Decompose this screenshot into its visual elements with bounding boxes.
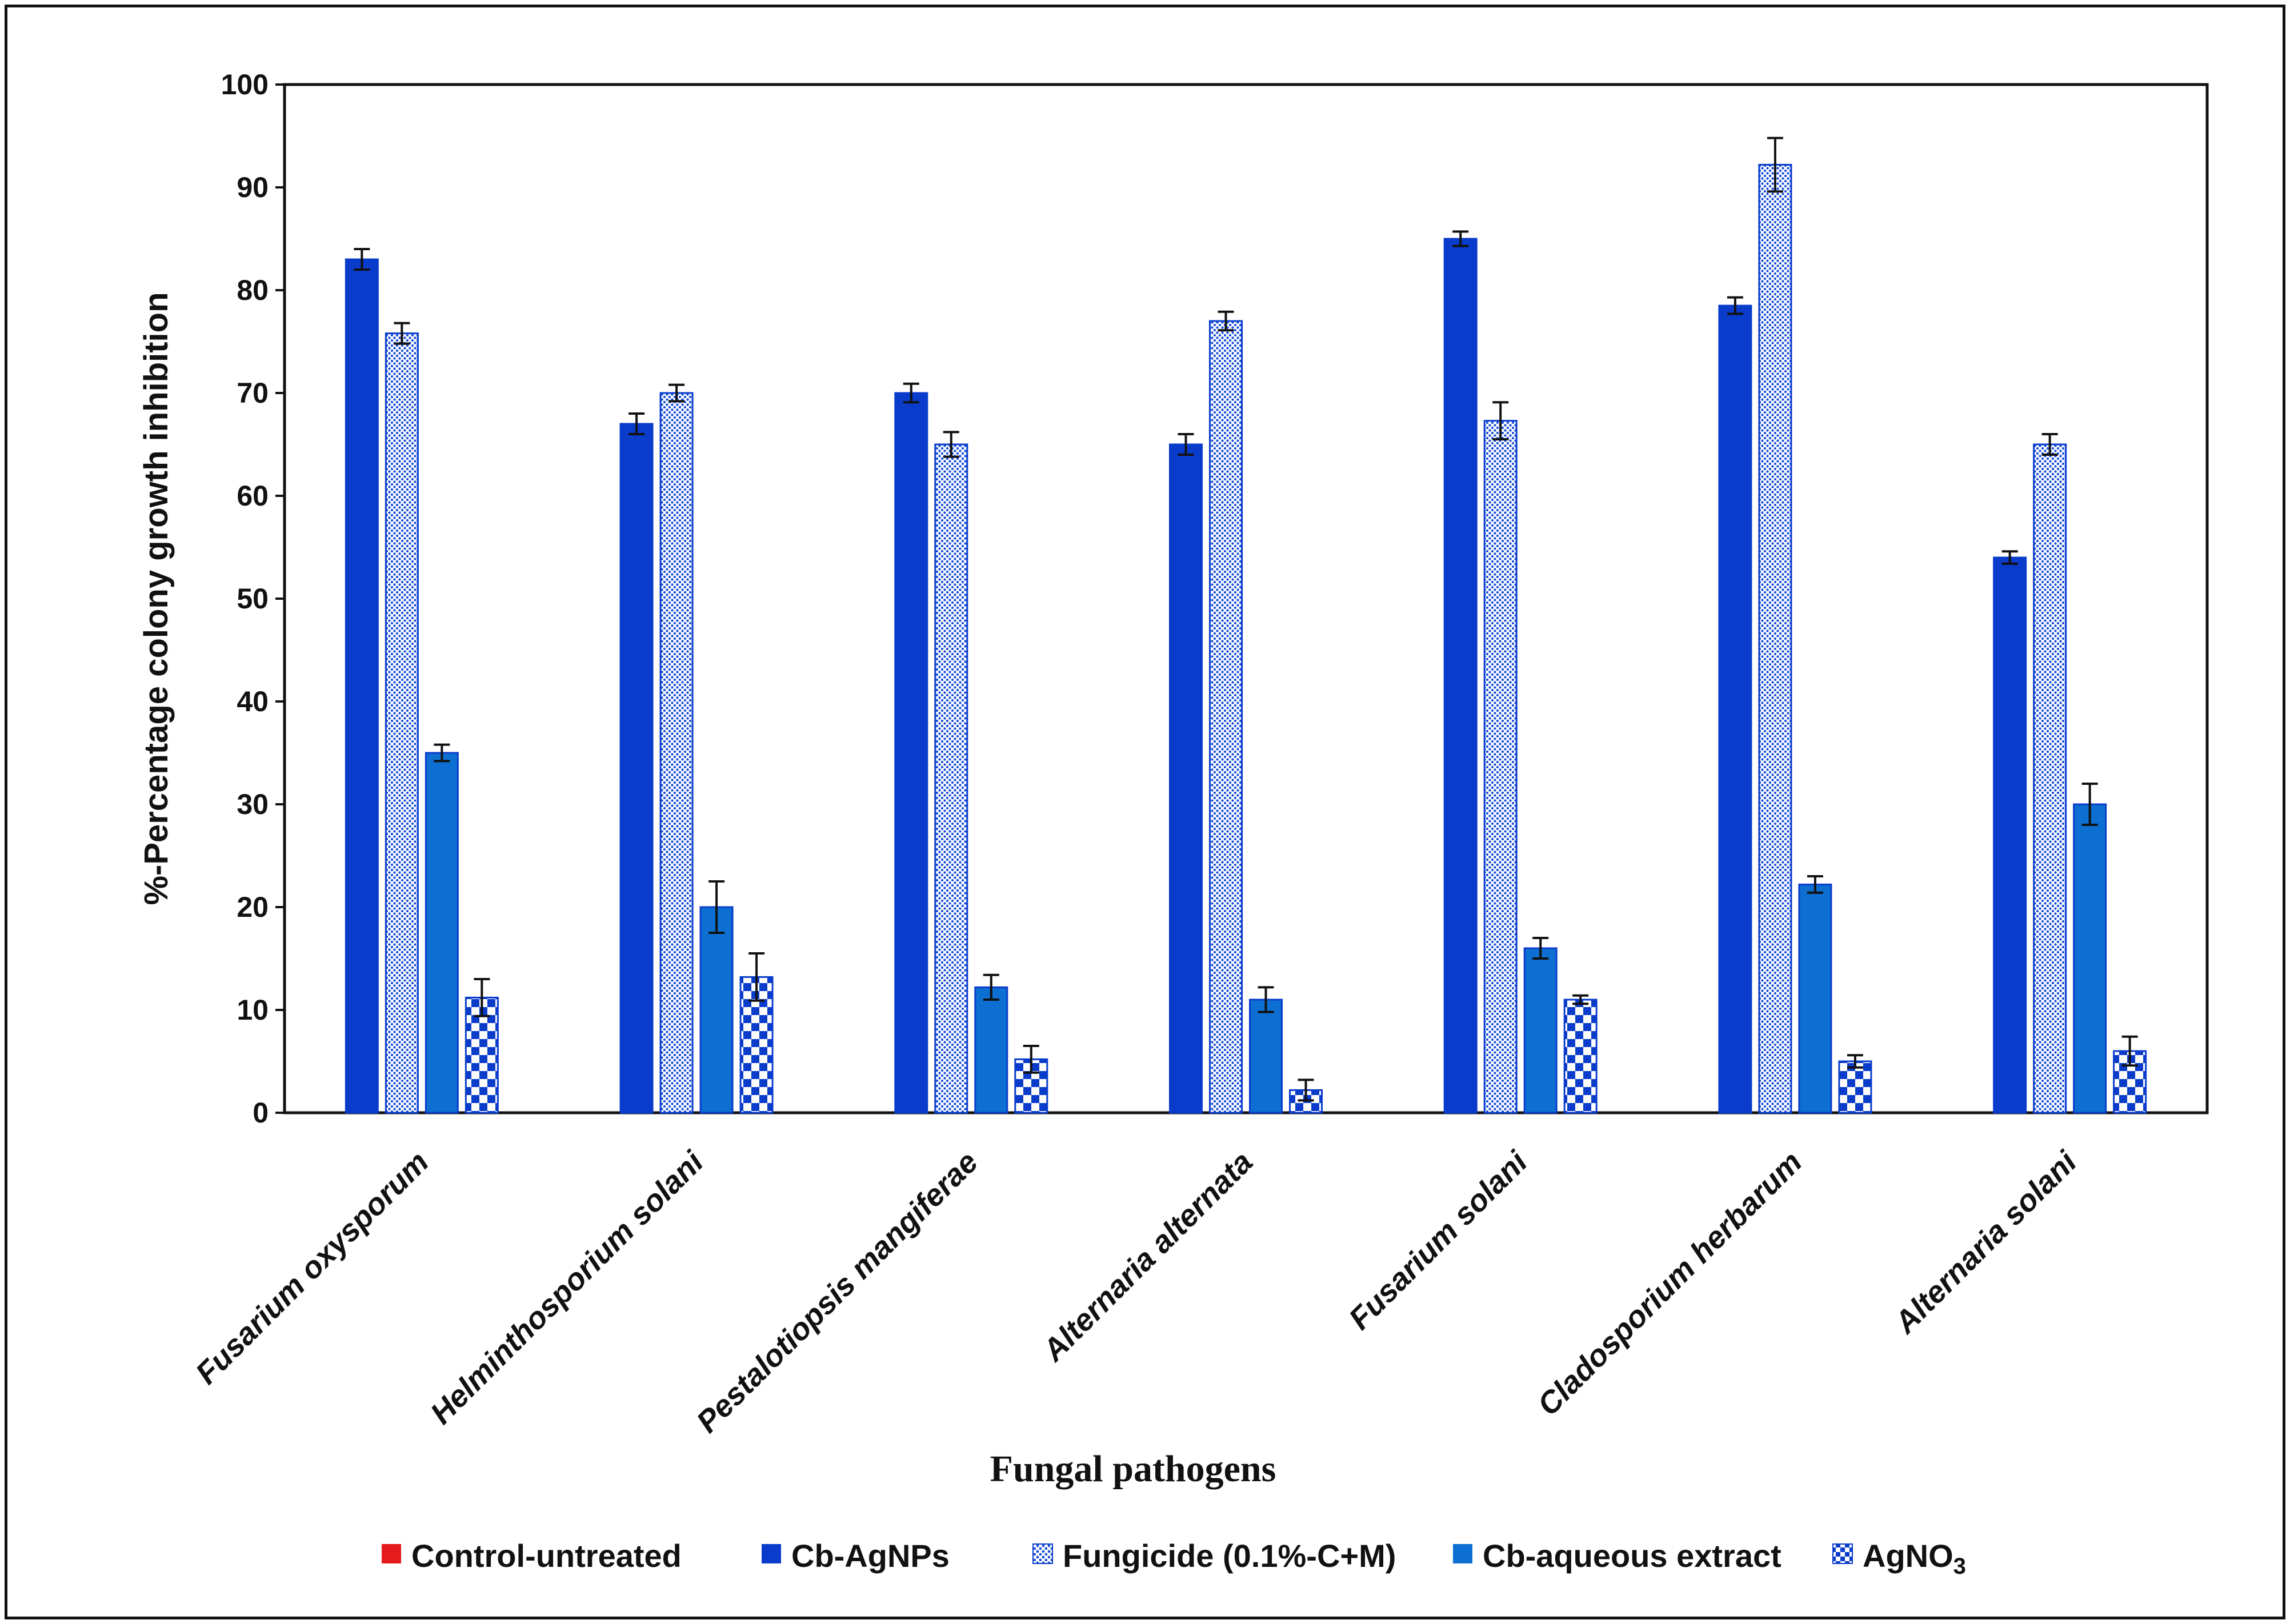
legend-label: Fungicide (0.1%-C+M) xyxy=(1063,1538,1396,1574)
bar-cb-agnps-3 xyxy=(894,392,928,1114)
y-tick-label: 70 xyxy=(237,377,269,409)
error-bar xyxy=(1298,1078,1314,1102)
error-bar xyxy=(474,978,490,1017)
y-tick-label: 80 xyxy=(237,274,269,306)
bar-fungicide-0-1-c-m--3 xyxy=(934,443,968,1114)
legend-item: Cb-aqueous extract xyxy=(1453,1538,1781,1574)
error-bar xyxy=(943,431,959,458)
figure-frame: 0 10 20 30 40 50 60 70 80 90 100 Fusarium oxysporu… xyxy=(5,5,2285,1619)
bar-cb-agnps-6 xyxy=(1718,304,1752,1114)
legend-label: Cb-AgNPs xyxy=(791,1538,950,1574)
error-bar xyxy=(2041,433,2058,456)
bar-cb-aqueous-extract-6 xyxy=(1798,883,1832,1114)
legend-swatch xyxy=(1832,1543,1853,1564)
error-bar xyxy=(628,412,645,435)
bar-agno3-6 xyxy=(1838,1060,1872,1114)
y-tick-label: 60 xyxy=(237,480,269,512)
legend-item: Cb-AgNPs xyxy=(762,1538,950,1574)
bar-cb-aqueous-extract-7 xyxy=(2073,803,2107,1114)
error-bar xyxy=(1767,137,1783,193)
bar-agno3-5 xyxy=(1563,999,1598,1114)
bar-cb-aqueous-extract-1 xyxy=(425,752,459,1114)
legend-item: AgNO3 xyxy=(1832,1538,1966,1579)
legend-swatch xyxy=(1032,1543,1053,1564)
bar-cb-agnps-1 xyxy=(345,258,379,1114)
bar-cb-agnps-7 xyxy=(1993,556,2027,1114)
bar-cb-aqueous-extract-3 xyxy=(974,986,1008,1114)
error-bar xyxy=(1178,433,1194,456)
error-bar xyxy=(1847,1054,1863,1069)
bar-fungicide-0-1-c-m--7 xyxy=(2033,443,2067,1114)
x-tick-label: Helminthosporium solani xyxy=(424,1144,710,1430)
y-axis-title: %-Percentage colony growth inhibition xyxy=(138,292,175,905)
y-tick-label: 10 xyxy=(237,994,269,1026)
x-tick-label: Cladosporium herbarum xyxy=(1531,1145,1809,1422)
error-bar xyxy=(2121,1035,2138,1067)
legend-label: Cb-aqueous extract xyxy=(1483,1538,1781,1574)
y-tick-label: 100 xyxy=(221,69,269,101)
y-tick-label: 20 xyxy=(237,891,269,923)
plot-area xyxy=(283,83,2209,1114)
legend: Control-untreated Cb-AgNPs Fungicide (0.1%… xyxy=(382,1538,1966,1579)
error-bar xyxy=(354,248,370,271)
x-tick-label: Alternaria solani xyxy=(1887,1144,2084,1341)
bar-fungicide-0-1-c-m--5 xyxy=(1483,420,1518,1114)
y-tick-label: 30 xyxy=(237,788,269,820)
error-bar xyxy=(668,383,685,403)
x-axis-title: Fungal pathogens xyxy=(990,1448,1276,1490)
error-bar xyxy=(748,952,765,1002)
error-bar xyxy=(394,322,410,345)
error-bar xyxy=(1532,937,1549,960)
legend-swatch xyxy=(1453,1544,1472,1563)
legend-label: AgNO3 xyxy=(1863,1538,1966,1579)
legend-swatch xyxy=(382,1544,401,1563)
bar-cb-agnps-2 xyxy=(619,423,654,1114)
error-bar xyxy=(1023,1045,1039,1074)
bar-fungicide-0-1-c-m--4 xyxy=(1209,320,1243,1114)
error-bar xyxy=(1492,401,1509,440)
bar-chart: 0 10 20 30 40 50 60 70 80 90 100 Fusarium oxysporu… xyxy=(138,69,2209,1579)
bar-cb-aqueous-extract-4 xyxy=(1249,999,1283,1114)
bar-fungicide-0-1-c-m--6 xyxy=(1758,163,1792,1114)
error-bars-group xyxy=(354,137,2138,1102)
error-bar xyxy=(1452,230,1469,247)
y-tick-label: 0 xyxy=(253,1097,269,1129)
bar-series-group xyxy=(345,163,2147,1114)
error-bar xyxy=(434,743,450,763)
y-tick-label: 50 xyxy=(237,583,269,615)
bar-fungicide-0-1-c-m--1 xyxy=(385,332,419,1114)
y-axis: 0 10 20 30 40 50 60 70 80 90 100 xyxy=(221,69,285,1129)
x-tick-label: Fusarium solani xyxy=(1342,1144,1534,1336)
error-bar xyxy=(903,382,919,404)
legend-item: Fungicide (0.1%-C+M) xyxy=(1032,1538,1396,1574)
bar-fungicide-0-1-c-m--2 xyxy=(659,392,694,1114)
bar-cb-agnps-5 xyxy=(1443,238,1478,1114)
error-bar xyxy=(1727,296,1743,315)
bar-cb-aqueous-extract-2 xyxy=(699,906,734,1114)
error-bar xyxy=(983,973,999,1001)
bar-cb-agnps-4 xyxy=(1169,443,1203,1114)
error-bar xyxy=(2001,550,2018,565)
x-tick-label: Alternaria alternata xyxy=(1035,1145,1259,1369)
y-tick-label: 40 xyxy=(237,685,269,717)
y-tick-label: 90 xyxy=(237,171,269,203)
error-bar xyxy=(708,880,725,934)
error-bar xyxy=(1807,875,1823,894)
error-bar xyxy=(2081,783,2098,826)
x-tick-label: Fusarium oxysporum xyxy=(189,1145,435,1391)
legend-label: Control-untreated xyxy=(411,1538,682,1574)
bar-cb-aqueous-extract-5 xyxy=(1523,947,1558,1114)
error-bar xyxy=(1572,994,1589,1005)
legend-item: Control-untreated xyxy=(382,1538,682,1574)
error-bar xyxy=(1258,986,1274,1013)
x-tick-label: Pestalotiopsis mangiferae xyxy=(690,1145,985,1439)
error-bar xyxy=(1218,310,1234,332)
legend-swatch xyxy=(762,1544,781,1563)
